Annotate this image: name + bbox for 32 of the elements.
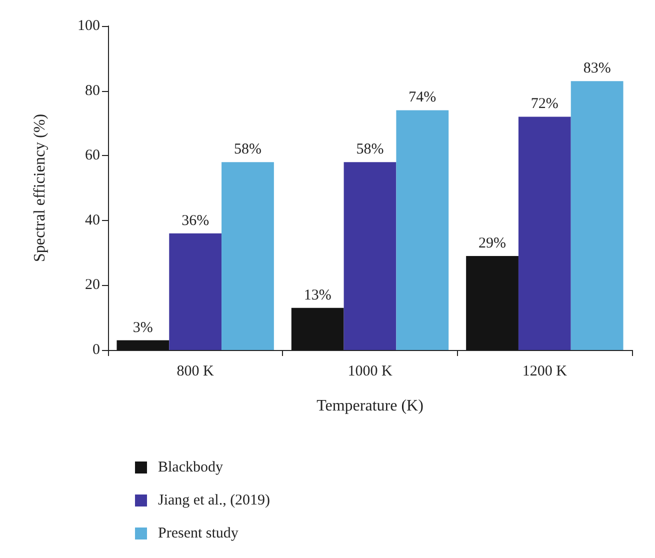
x-tick-label: 1200 K — [522, 364, 568, 380]
y-tick-label: 100 — [78, 18, 100, 34]
data-label: 74% — [408, 90, 436, 106]
data-label: 3% — [132, 320, 153, 336]
x-tick-label: 800 K — [176, 364, 214, 380]
bar — [466, 256, 518, 350]
data-label: 72% — [530, 96, 558, 112]
bar — [116, 340, 170, 350]
bar — [169, 233, 222, 350]
data-label: 58% — [234, 142, 262, 158]
data-label: 29% — [478, 236, 506, 252]
bar — [570, 81, 624, 350]
y-tick-label: 40 — [85, 212, 100, 228]
x-axis-title: Temperature (K) — [316, 398, 424, 414]
y-tick-label: 60 — [85, 148, 100, 164]
bar — [518, 116, 571, 350]
data-label: 58% — [356, 142, 384, 158]
bar — [344, 162, 396, 350]
data-label: 36% — [182, 212, 210, 229]
bar — [222, 162, 274, 350]
y-axis-title: Spectral efficiency (%) — [32, 114, 48, 262]
y-tick-label: 0 — [92, 342, 100, 358]
legend-label: Jiang et al., (2019) — [158, 492, 270, 508]
data-label: 13% — [304, 287, 332, 304]
legend-label: Present study — [158, 526, 239, 542]
bar — [291, 308, 344, 350]
x-tick-label: 1000 K — [348, 364, 392, 380]
legend-label: Blackbody — [158, 460, 224, 476]
y-tick-label: 80 — [85, 82, 100, 99]
bar — [396, 110, 449, 350]
y-tick-label: 20 — [85, 277, 100, 294]
data-label: 83% — [583, 60, 611, 77]
